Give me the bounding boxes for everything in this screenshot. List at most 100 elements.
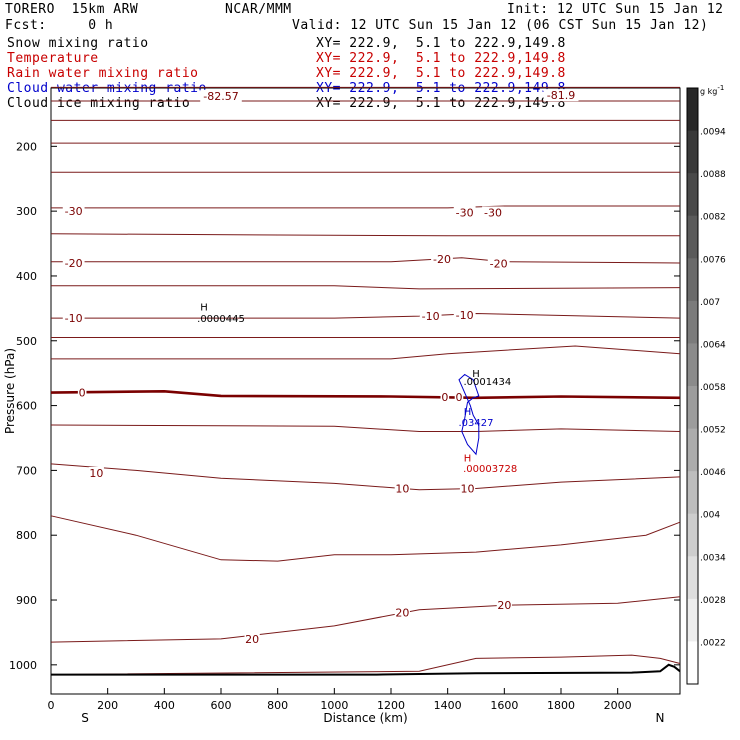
isotherm-label: 20 (245, 633, 259, 646)
y-tick-label: 1000 (9, 659, 37, 672)
colorbar-tick-label: .0094 (700, 128, 726, 138)
isotherm-label-bg (487, 257, 510, 270)
colorbar-segment (687, 258, 698, 302)
x-tick-label: 1000 (320, 699, 348, 712)
isotherm-line (50, 424, 681, 432)
init-time: Init: 12 UTC Sun 15 Jan 12 (507, 2, 724, 17)
y-axis-title: Pressure (hPa) (3, 348, 17, 434)
isotherm-label: 10 (461, 483, 475, 496)
y-tick-label: 600 (16, 400, 37, 413)
colorbar-segment (687, 173, 698, 217)
max-value-label: .00003728 (463, 464, 517, 475)
isotherm-label-bg (244, 632, 260, 645)
field-name-temperature: Temperature (7, 51, 99, 66)
isotherm-label: -10 (456, 309, 474, 322)
x-tick-label: 600 (211, 699, 232, 712)
x-tick-label: 200 (97, 699, 118, 712)
isotherm-label: 0 (79, 387, 86, 400)
isotherm-label-bg (200, 89, 242, 102)
y-tick-label: 400 (16, 270, 37, 283)
isotherm-label-bg (62, 205, 85, 218)
cloud-water-contour (458, 373, 480, 456)
isotherm-label-bg (431, 253, 453, 266)
colorbar-tick-label: .0058 (700, 383, 726, 393)
colorbar-tick-label: .0034 (700, 553, 726, 563)
isotherm-label-bg (394, 606, 410, 619)
y-tick-label: 700 (16, 464, 37, 477)
forecast-hour: Fcst: 0 h (5, 18, 114, 33)
y-tick-label: 800 (16, 529, 37, 542)
isotherm-label: -30 (65, 205, 83, 218)
colorbar-segment (687, 386, 698, 430)
isotherm-label-bg (62, 312, 85, 325)
model-title: TORERO 15km ARW (5, 2, 139, 17)
colorbar-tick-label: .007 (700, 298, 720, 308)
colorbar-unit-exponent: -1 (717, 84, 724, 92)
isotherm-label: -82.57 (203, 90, 238, 103)
isotherm-label-bg (419, 310, 442, 323)
isotherm-line (50, 654, 681, 676)
isotherm-label: -20 (65, 257, 83, 270)
isotherm-label: -20 (433, 253, 451, 266)
isotherm-label-bg (88, 466, 104, 479)
colorbar-segment (687, 88, 698, 132)
colorbar-segment (687, 556, 698, 600)
isotherm-line (50, 515, 681, 562)
x-tick-label: 400 (154, 699, 175, 712)
max-marker: H (464, 407, 472, 418)
y-tick-label: 200 (16, 140, 37, 153)
isotherm-label-bg (482, 206, 504, 219)
colorbar-segment (687, 428, 698, 472)
y-tick-label: 900 (16, 594, 37, 607)
colorbar-tick-label: .0088 (700, 170, 726, 180)
isotherm-label-bg (62, 256, 85, 269)
isotherm-label: -20 (490, 258, 508, 271)
isotherm-label: -10 (65, 312, 83, 325)
colorbar-tick-label: .004 (700, 511, 720, 521)
isotherm-line (50, 233, 680, 237)
isotherm-label-bg (496, 599, 512, 612)
colorbar-segment (687, 471, 698, 515)
isotherm-label: -81.9 (547, 89, 575, 102)
isotherm-label-bg (453, 308, 476, 321)
isotherm-line (51, 205, 680, 209)
y-tick-label: 500 (16, 335, 37, 348)
isotherm-label-bg (459, 482, 476, 495)
isotherm-label-bg (440, 391, 450, 404)
colorbar-segment (687, 130, 698, 174)
colorbar-frame (686, 87, 699, 685)
x-axis-title: Distance (km) (323, 711, 407, 725)
field-xy-temperature: XY= 222.9, 5.1 to 222.9,149.8 (316, 51, 566, 66)
isotherm-label: -30 (456, 206, 474, 219)
isotherm-line (51, 345, 681, 360)
center-title: NCAR/MMM (225, 2, 292, 17)
x-end-label-south: S (81, 711, 89, 725)
colorbar-tick-label: .0052 (700, 426, 726, 436)
colorbar-segment (687, 513, 698, 557)
isotherm-label-bg (543, 89, 579, 102)
colorbar-segment (687, 215, 698, 259)
max-marker: H (200, 302, 208, 313)
valid-time: Valid: 12 UTC Sun 15 Jan 12 (06 CST Sun … (292, 18, 709, 33)
isotherm-label: 20 (497, 599, 511, 612)
isotherm-label: 10 (89, 467, 103, 480)
ground-line (51, 663, 681, 676)
isotherm-label-bg (77, 386, 87, 399)
isotherm-label-bg (454, 391, 464, 404)
x-tick-label: 1800 (547, 699, 575, 712)
colorbar-tick-label: .0082 (700, 213, 726, 223)
field-xy-snow: XY= 222.9, 5.1 to 222.9,149.8 (316, 36, 566, 51)
field-xy-rain: XY= 222.9, 5.1 to 222.9,149.8 (316, 66, 566, 81)
max-value-label: .03427 (459, 418, 494, 429)
max-value-label: .0001434 (463, 377, 511, 388)
colorbar-segment (687, 343, 698, 387)
x-tick-label: 1200 (377, 699, 405, 712)
isotherm-line (51, 257, 681, 264)
isotherm-line (50, 596, 681, 643)
colorbar-segment (687, 300, 698, 344)
field-xy-cloud-ice: XY= 222.9, 5.1 to 222.9,149.8 (316, 96, 566, 111)
field-name-rain: Rain water mixing ratio (7, 66, 199, 81)
colorbar-tick-label: .0076 (700, 255, 726, 265)
field-name-snow: Snow mixing ratio (7, 36, 149, 51)
